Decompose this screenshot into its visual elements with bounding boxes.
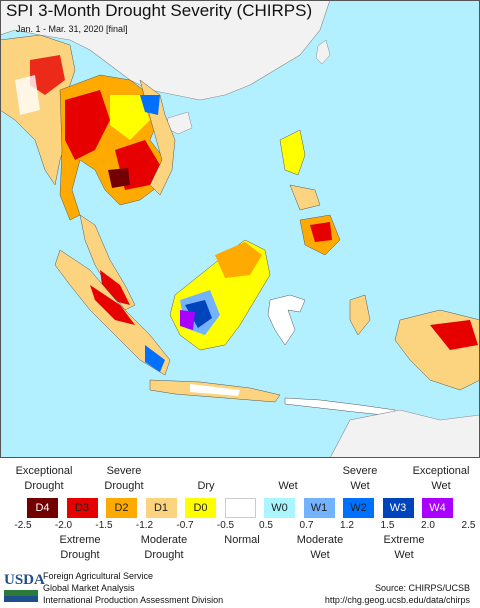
label-exceptional-wet: Exceptional Wet [412,465,470,492]
legend-swatch-d4: D4 [27,498,58,518]
legend-tick: -1.2 [135,520,154,531]
legend-tick: 2.0 [421,520,435,531]
taiwan [315,39,331,65]
new-guinea-red [430,320,478,350]
label-severe-drought: Severe Drought [104,465,144,492]
usda-logo-mark [4,590,38,602]
legend-tick: -2.0 [54,520,73,531]
mindanao-red [310,222,332,242]
map-title: SPI 3-Month Drought Severity (CHIRPS) [6,1,313,20]
org-line-2: Global Market Analysis [43,583,135,593]
sumatra-blue [145,345,165,372]
maluku [349,294,371,336]
map-frame: SPI 3-Month Drought Severity (CHIRPS) Ja… [0,0,480,458]
map-subtitle: Jan. 1 - Mar. 31, 2020 [final] [16,24,128,34]
label-extreme-wet: Extreme Wet [383,534,425,561]
label-extreme-drought: Extreme Drought [59,534,101,561]
label-exceptional-drought: Exceptional Drought [15,465,73,492]
myanmar-red [30,55,65,95]
legend-swatch-w1: W1 [303,498,335,518]
legend-tick: 1.2 [340,520,354,531]
lesser-sunda [284,397,396,417]
legend-swatch-w4: W4 [422,498,453,518]
legend-tick: -2.5 [14,520,32,531]
label-dry: Dry [197,480,215,492]
label-moderate-drought: Moderate Drought [140,534,188,561]
usda-logo: USDA [4,572,45,588]
indochina-red-1 [65,90,110,160]
legend-tick: 0.7 [299,520,314,531]
indochina-yellow [110,95,150,140]
visayas [289,184,321,211]
legend-swatch-d1: D1 [145,498,177,518]
legend-swatch-normal [224,498,256,518]
label-moderate-wet: Moderate Wet [296,534,344,561]
cambodia-darkred [108,168,130,188]
borneo-purple [180,310,195,330]
legend-tick: 1.5 [380,520,395,531]
label-wet: Wet [278,480,298,492]
org-line-3: International Production Assessment Divi… [43,595,224,605]
legend-swatch-w2: W2 [343,498,374,518]
java-white [190,384,240,396]
label-severe-wet: Severe Wet [342,465,378,492]
sulawesi [267,294,306,346]
legend-tick: -0.7 [176,520,194,531]
malay-peninsula [79,214,136,311]
legend-tick: -0.5 [216,520,235,531]
org-line-1: Foreign Agricultural Service [43,571,154,581]
drought-map [0,0,480,458]
legend-swatch-d0: D0 [185,498,216,518]
legend-swatch-w3: W3 [382,498,414,518]
legend-swatch-d3: D3 [66,498,98,518]
north-vietnam-blue [140,95,160,115]
borneo-orange [215,242,262,278]
sumatra-red [90,285,135,325]
malay-red [100,270,130,305]
borneo-darkblue [185,300,212,328]
source-url: http://chg.geog.ucsb.edu/data/chirps [324,595,470,605]
china-landmass [0,0,331,101]
luzon [279,129,306,176]
source-text: Source: CHIRPS/UCSB [374,583,470,593]
label-normal: Normal [224,534,260,546]
myanmar-white [15,75,40,115]
legend-tick: 2.5 [461,520,476,531]
footer: USDA Foreign Agricultural Service Global… [0,568,480,608]
legend-tick: -1.5 [95,520,113,531]
legend-swatch-d2: D2 [106,498,137,518]
legend-tick: 0.5 [259,520,273,531]
australia [329,409,480,458]
legend-swatch-w0: W0 [264,498,295,518]
